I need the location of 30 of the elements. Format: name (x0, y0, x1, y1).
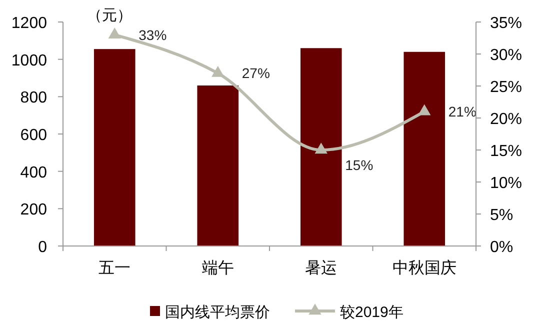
data-label: 15% (345, 157, 374, 173)
x-tick-label: 五一 (98, 260, 131, 277)
bar (404, 52, 446, 246)
legend-label: 较2019年 (340, 304, 404, 321)
y2-tick-label: 20% (490, 111, 522, 128)
bar (197, 85, 239, 246)
y-tick-label: 400 (20, 164, 48, 182)
y-tick-label: 800 (20, 90, 48, 107)
y-tick-label: 600 (20, 127, 48, 144)
y2-tick-label: 25% (490, 79, 522, 96)
data-label: 21% (448, 104, 476, 120)
y2-tick-label: 5% (490, 207, 514, 224)
x-tick-label: 暑运 (305, 259, 338, 277)
x-tick-label: 端午 (202, 259, 234, 277)
y2-tick-label: 30% (490, 47, 522, 64)
bar (300, 48, 342, 246)
y2-tick-label: 15% (490, 143, 522, 160)
x-tick-label: 中秋国庆 (392, 259, 456, 277)
y-tick-label: 200 (20, 202, 48, 219)
y2-tick-label: 10% (490, 175, 522, 192)
y2-tick-label: 35% (490, 15, 522, 32)
data-label: 33% (138, 26, 167, 43)
y-tick-label: 0 (38, 239, 48, 256)
bar (94, 49, 136, 246)
y-axis-title: （元） (87, 7, 132, 24)
y2-tick-label: 0% (490, 239, 514, 256)
legend-label: 国内线平均票价 (165, 304, 270, 321)
y-tick-label: 1200 (11, 15, 48, 32)
y-tick-label: 1000 (11, 52, 48, 70)
data-label: 27% (242, 65, 270, 82)
